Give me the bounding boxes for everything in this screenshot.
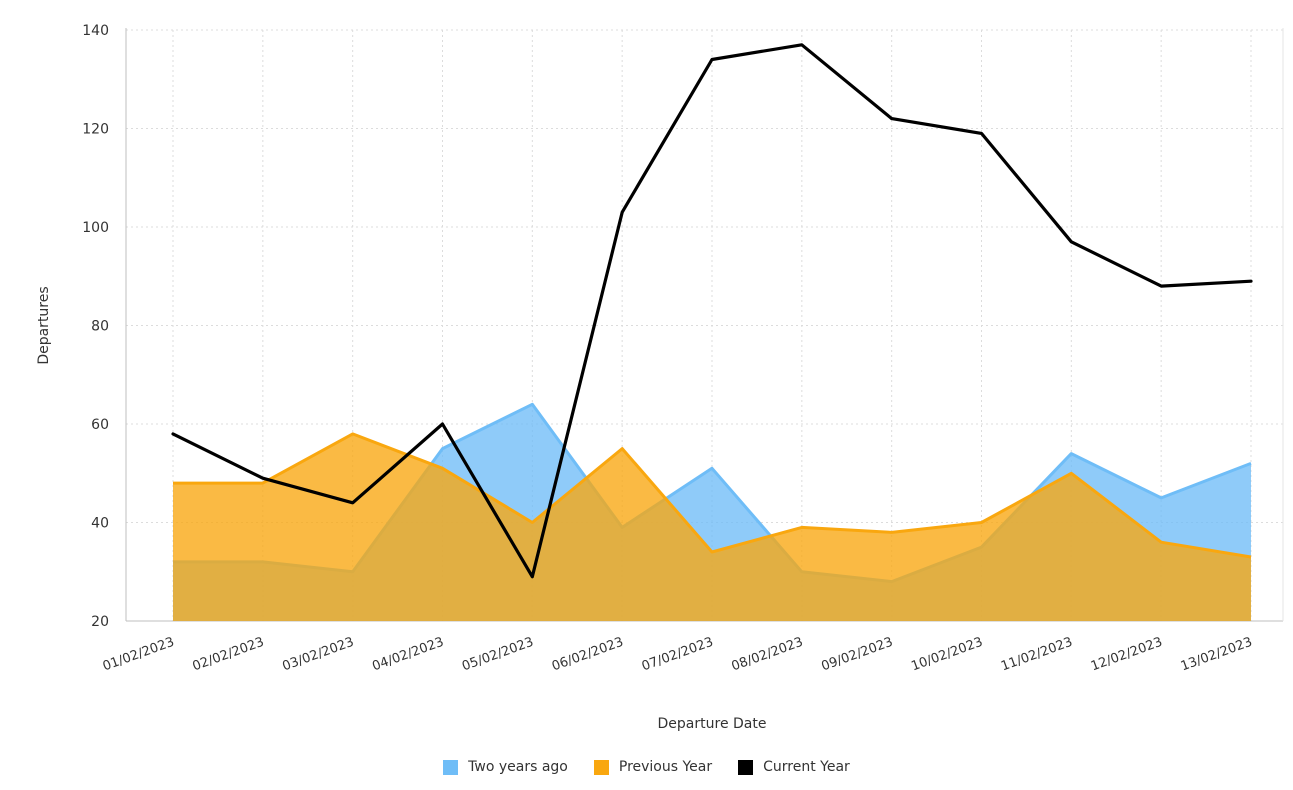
- line-current-year: [171, 43, 1253, 579]
- x-tick-label: 12/02/2023: [1089, 635, 1165, 675]
- grid-layer: [126, 29, 1283, 621]
- legend-swatch-previous-year: [593, 759, 609, 775]
- y-axis-title: Departures: [36, 286, 52, 364]
- legend-swatch-current-year: [738, 759, 754, 775]
- legend: Two years ago Previous Year Current Year: [0, 755, 1293, 779]
- y-tick-label: 100: [82, 220, 109, 236]
- x-tick-label: 04/02/2023: [370, 635, 446, 675]
- x-tick-label: 13/02/2023: [1179, 635, 1255, 675]
- legend-item-two-years-ago[interactable]: Two years ago: [443, 759, 568, 775]
- legend-swatch-two-years-ago: [443, 759, 459, 775]
- y-tick-label: 20: [91, 614, 109, 630]
- x-tick-label: 06/02/2023: [550, 635, 626, 675]
- y-tick-label: 140: [82, 23, 109, 39]
- x-tick-label: 07/02/2023: [640, 635, 716, 675]
- x-tick-label: 10/02/2023: [909, 635, 985, 675]
- x-tick-label: 03/02/2023: [280, 635, 356, 675]
- line-layer: [171, 43, 1253, 579]
- x-axis-title: Departure Date: [658, 716, 767, 732]
- legend-label-current-year: Current Year: [763, 759, 850, 775]
- area-previous-year: [173, 433, 1251, 621]
- legend-label-two-years-ago: Two years ago: [468, 759, 568, 775]
- legend-item-previous-year[interactable]: Previous Year: [593, 759, 713, 775]
- x-tick-label: 08/02/2023: [730, 635, 806, 675]
- y-tick-label: 40: [91, 516, 109, 532]
- x-tick-label: 02/02/2023: [191, 635, 267, 675]
- area-edge-previous-year: [173, 432, 1252, 559]
- y-tick-label: 120: [82, 122, 109, 138]
- legend-item-current-year[interactable]: Current Year: [738, 759, 850, 775]
- area-layer: [173, 402, 1252, 621]
- y-tick-label: 80: [91, 319, 109, 335]
- x-tick-label: 05/02/2023: [460, 635, 536, 675]
- x-tick-label: 11/02/2023: [999, 635, 1075, 675]
- y-tick-label: 60: [91, 417, 109, 433]
- x-tick-label: 01/02/2023: [101, 635, 177, 675]
- legend-label-previous-year: Previous Year: [618, 759, 713, 775]
- x-tick-label: 09/02/2023: [819, 635, 895, 675]
